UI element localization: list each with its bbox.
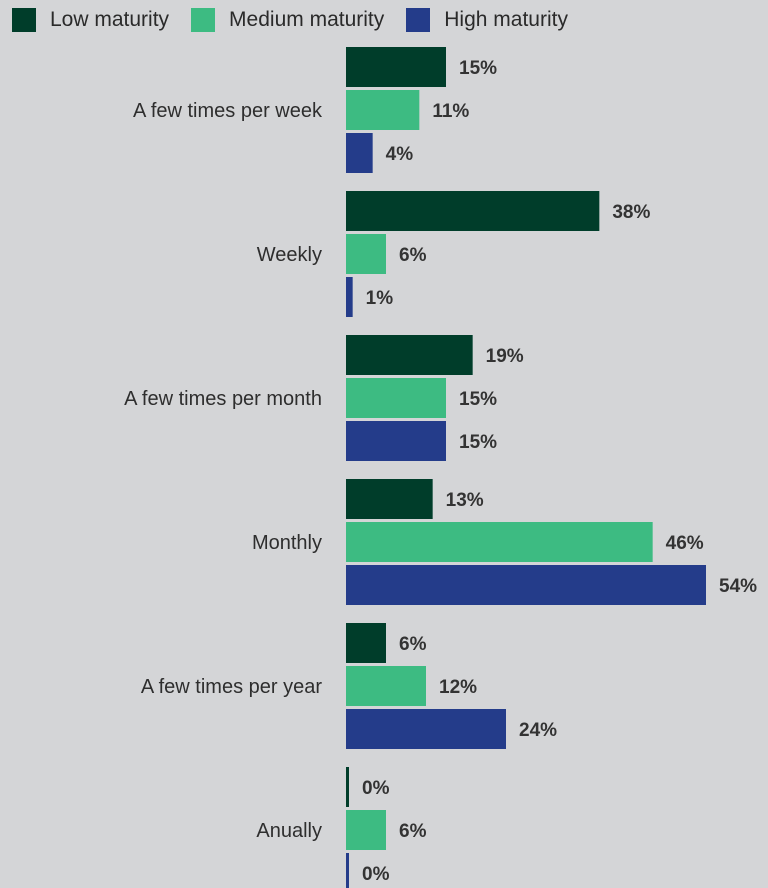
legend-swatch (12, 8, 36, 32)
data-label: 1% (366, 288, 394, 309)
category-label: Weekly (257, 244, 322, 266)
bar (346, 133, 373, 173)
legend-item-2: High maturity (406, 8, 568, 32)
category-label: A few times per week (133, 100, 323, 122)
bar (346, 853, 349, 888)
data-label: 54% (719, 576, 757, 597)
data-label: 38% (612, 202, 650, 223)
bar (346, 335, 473, 375)
data-label: 13% (446, 490, 484, 511)
data-label: 4% (386, 144, 414, 165)
bar (346, 709, 506, 749)
bar (346, 191, 600, 231)
legend: Low maturity Medium maturity High maturity (12, 6, 568, 34)
bar (346, 479, 433, 519)
legend-swatch (406, 8, 431, 32)
bar (346, 565, 706, 605)
data-label: 6% (399, 634, 427, 655)
legend-label: High maturity (444, 8, 568, 31)
category-label: Anually (256, 820, 322, 842)
legend-swatch (191, 8, 216, 32)
data-label: 6% (399, 245, 427, 266)
bar (346, 90, 420, 130)
data-label: 11% (432, 101, 469, 122)
bar (346, 378, 446, 418)
bar (346, 277, 353, 317)
legend-item-1: Medium maturity (191, 8, 384, 32)
legend-label: Medium maturity (229, 8, 385, 31)
data-label: 19% (486, 346, 524, 367)
data-label: 15% (459, 58, 497, 79)
data-label: 0% (362, 778, 390, 799)
category-label: A few times per year (141, 676, 323, 698)
bar (346, 666, 426, 706)
legend-label: Low maturity (50, 8, 170, 31)
bar (346, 623, 386, 663)
data-label: 6% (399, 821, 427, 842)
category-label: Monthly (252, 532, 322, 554)
data-label: 15% (459, 432, 497, 453)
legend-item-0: Low maturity (12, 8, 169, 32)
bar (346, 810, 386, 850)
bar (346, 767, 349, 807)
bar (346, 421, 446, 461)
bar (346, 47, 446, 87)
bar (346, 234, 386, 274)
data-label: 15% (459, 389, 497, 410)
bar (346, 522, 653, 562)
data-label: 46% (666, 533, 704, 554)
data-label: 0% (362, 864, 390, 885)
data-label: 12% (439, 677, 477, 698)
data-label: 24% (519, 720, 557, 741)
category-label: A few times per month (124, 388, 322, 410)
